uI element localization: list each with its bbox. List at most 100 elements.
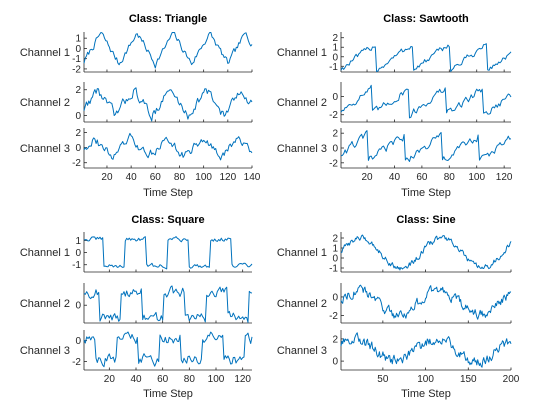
channel-label: Channel 2 — [20, 298, 70, 310]
channel-label: Channel 2 — [277, 298, 327, 310]
y-tick-label: 1 — [332, 244, 338, 255]
y-tick-label: 1 — [75, 34, 81, 45]
x-tick-label: 100 — [208, 374, 225, 385]
channel-axes: 0 Channel 2 — [20, 283, 253, 324]
y-tick-label: 0 — [332, 92, 338, 103]
series-line — [340, 130, 512, 162]
y-tick-label: -1 — [72, 54, 81, 65]
x-tick-label: 100 — [195, 172, 212, 183]
series-line — [83, 87, 253, 122]
channel-label: Channel 3 — [20, 143, 70, 155]
y-tick-label: -2 — [329, 158, 338, 169]
panel-title: Class: Sawtooth — [383, 13, 469, 25]
channel-label: Channel 1 — [277, 47, 327, 59]
y-tick-label: 1 — [332, 43, 338, 54]
series-line — [83, 132, 253, 161]
y-tick-label: -2 — [72, 158, 81, 169]
y-tick-label: -2 — [72, 357, 81, 368]
channel-label: Channel 1 — [20, 47, 70, 59]
x-axis-label: Time Step — [401, 388, 451, 400]
y-tick-label: 0 — [75, 301, 81, 312]
y-tick-label: 0 — [75, 143, 81, 154]
channel-label: Channel 1 — [20, 247, 70, 259]
y-tick-label: 0 — [332, 357, 338, 368]
x-tick-label: 40 — [126, 172, 138, 183]
y-tick-label: 0 — [332, 52, 338, 63]
y-tick-label: 2 — [332, 33, 338, 44]
series-line — [83, 32, 253, 69]
panel-title: Class: Square — [131, 214, 204, 226]
x-tick-label: 60 — [416, 172, 428, 183]
channel-axes: 2 0 Channel 2 — [20, 82, 253, 123]
y-tick-label: 0 — [332, 254, 338, 265]
y-tick-label: -1 — [72, 260, 81, 271]
y-tick-label: 2 — [332, 234, 338, 245]
series-line — [83, 331, 253, 368]
series-line — [340, 234, 512, 271]
series-line — [83, 236, 253, 270]
x-tick-label: 50 — [377, 374, 389, 385]
channel-label: Channel 2 — [20, 97, 70, 109]
x-tick-label: 20 — [101, 172, 113, 183]
y-tick-label: 2 — [75, 85, 81, 96]
x-tick-label: 20 — [104, 374, 116, 385]
x-tick-label: 200 — [503, 374, 520, 385]
x-tick-label: 80 — [184, 374, 196, 385]
x-tick-label: 40 — [130, 374, 142, 385]
x-tick-label: 80 — [444, 172, 456, 183]
y-tick-label: -1 — [329, 62, 338, 73]
x-tick-label: 20 — [361, 172, 373, 183]
x-axis-label: Time Step — [143, 187, 193, 199]
y-tick-label: 0 — [75, 111, 81, 122]
x-tick-label: 80 — [174, 172, 186, 183]
channel-axes: 2 0 Channel 3 50 100 150 200 — [277, 330, 520, 385]
x-tick-label: 120 — [496, 172, 513, 183]
x-tick-label: 140 — [244, 172, 261, 183]
series-line — [340, 43, 512, 72]
channel-label: Channel 3 — [277, 345, 327, 357]
x-tick-label: 60 — [150, 172, 162, 183]
y-tick-label: 2 — [75, 128, 81, 139]
channel-label: Channel 3 — [20, 345, 70, 357]
x-axis-label: Time Step — [143, 388, 193, 400]
series-line — [83, 285, 253, 323]
y-tick-label: 0 — [75, 336, 81, 347]
x-tick-label: 100 — [468, 172, 485, 183]
x-tick-label: 120 — [219, 172, 236, 183]
y-tick-label: 0 — [75, 44, 81, 55]
y-tick-label: 0 — [75, 248, 81, 259]
y-tick-label: 0 — [332, 144, 338, 155]
channel-label: Channel 1 — [277, 247, 327, 259]
y-tick-label: 2 — [332, 334, 338, 345]
y-tick-label: 0 — [332, 292, 338, 303]
panel-title: Class: Triangle — [129, 13, 207, 25]
y-tick-label: -2 — [329, 311, 338, 322]
y-tick-label: 1 — [75, 236, 81, 247]
x-tick-label: 100 — [417, 374, 434, 385]
x-tick-label: 150 — [460, 374, 477, 385]
y-tick-label: 2 — [332, 129, 338, 140]
x-tick-label: 60 — [157, 374, 169, 385]
x-tick-label: 120 — [234, 374, 251, 385]
series-line — [340, 332, 512, 368]
panel-title: Class: Sine — [396, 214, 455, 226]
y-tick-label: -2 — [329, 110, 338, 121]
series-line — [340, 84, 512, 119]
series-line — [340, 284, 512, 320]
y-tick-label: -2 — [72, 64, 81, 75]
channel-label: Channel 2 — [277, 97, 327, 109]
